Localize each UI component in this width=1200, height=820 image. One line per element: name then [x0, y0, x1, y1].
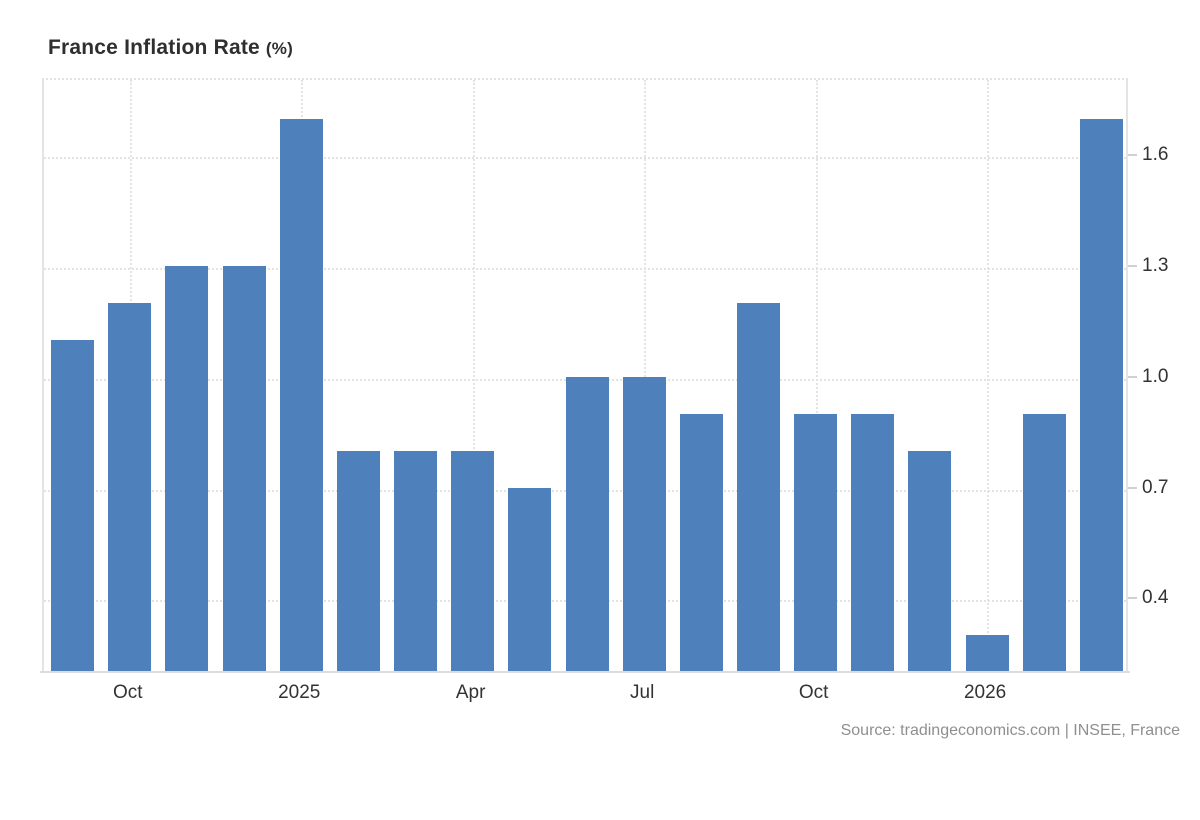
bar-dec-2025[interactable]: [908, 450, 952, 672]
chart-title-unit: (%): [265, 39, 293, 58]
y-tick-label-1.6: 1.6: [1142, 144, 1169, 166]
x-tick-label-jul-10: Jul: [630, 682, 655, 703]
x-tick-label-apr-7: Apr: [455, 682, 486, 703]
x-tick-label-2025-4: 2025: [278, 682, 321, 703]
x-axis-line: [40, 671, 1130, 673]
v-gridline-oct-13: [815, 80, 818, 672]
source-attribution: Source: tradingeconomics.com | INSEE, Fr…: [840, 722, 1180, 739]
bar-may-2025[interactable]: [508, 487, 552, 672]
bar-sep-2025[interactable]: [736, 303, 780, 672]
bar-sep-2024[interactable]: [51, 339, 95, 672]
bar-aug-2025[interactable]: [679, 413, 723, 672]
h-gridline-1.6: [44, 157, 1126, 160]
y-tick-label-0.7: 0.7: [1142, 476, 1169, 498]
bar-nov-2025[interactable]: [851, 413, 895, 672]
plot-area: [42, 78, 1128, 672]
bar-mar-2026[interactable]: [1079, 118, 1123, 672]
bar-oct-2025[interactable]: [794, 413, 838, 672]
chart-title-text: France Inflation Rate: [48, 36, 260, 59]
bar-feb-2025[interactable]: [336, 450, 380, 672]
y-tick-mark-0.7: [1128, 486, 1137, 489]
bar-jun-2025[interactable]: [565, 376, 609, 672]
bar-apr-2025[interactable]: [451, 450, 495, 672]
y-tick-mark-1: [1128, 375, 1137, 378]
h-gridline-1.3: [44, 268, 1126, 271]
bar-jan-2025[interactable]: [279, 118, 323, 672]
bar-feb-2026[interactable]: [1022, 413, 1066, 672]
x-tick-label-oct-1: Oct: [112, 682, 143, 703]
v-gridline-apr-7: [472, 80, 475, 672]
y-tick-mark-1.6: [1128, 154, 1137, 157]
y-tick-label-1.3: 1.3: [1142, 255, 1169, 277]
bar-dec-2024[interactable]: [222, 266, 266, 672]
v-gridline-2026-16: [987, 80, 990, 672]
v-gridline-jul-10: [644, 80, 647, 672]
x-tick-label-2026-16: 2026: [963, 682, 1007, 703]
bar-jan-2026[interactable]: [965, 635, 1009, 672]
y-tick-label-0.4: 0.4: [1142, 587, 1169, 609]
bar-oct-2024[interactable]: [108, 303, 152, 672]
y-tick-label-1: 1.0: [1142, 365, 1169, 387]
bar-mar-2025[interactable]: [394, 450, 438, 672]
chart-title: France Inflation Rate (%): [48, 36, 293, 60]
bar-nov-2024[interactable]: [165, 266, 209, 672]
x-tick-label-oct-13: Oct: [798, 682, 829, 703]
bar-jul-2025[interactable]: [622, 376, 666, 672]
y-tick-mark-1.3: [1128, 265, 1137, 268]
y-tick-mark-0.4: [1128, 597, 1137, 600]
